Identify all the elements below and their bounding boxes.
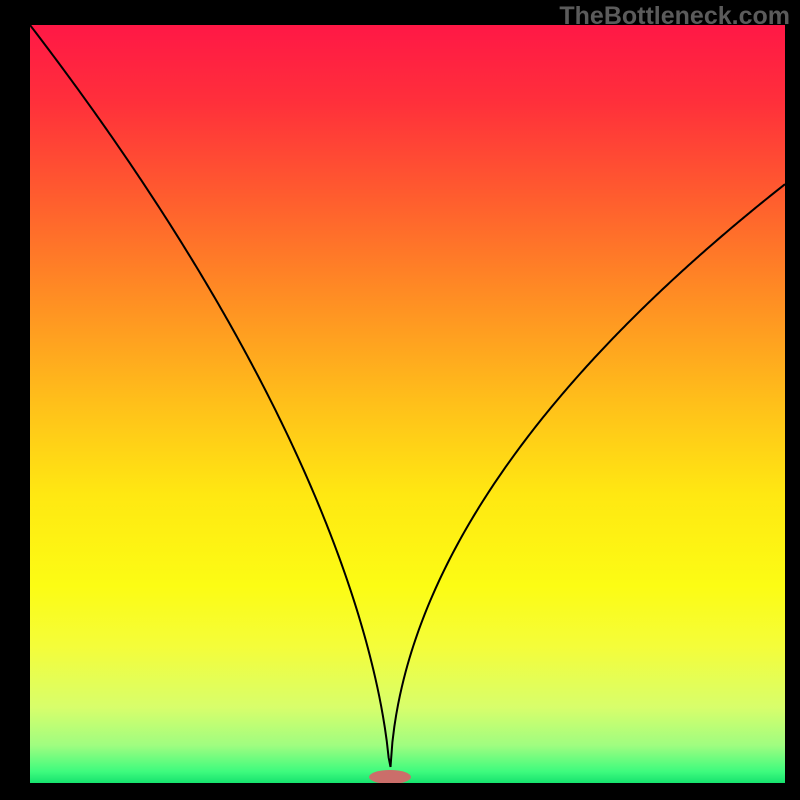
bottleneck-chart	[0, 0, 800, 800]
sweet-spot-marker	[369, 770, 411, 784]
plot-background	[30, 25, 785, 783]
chart-container: TheBottleneck.com	[0, 0, 800, 800]
watermark-text: TheBottleneck.com	[559, 2, 790, 31]
